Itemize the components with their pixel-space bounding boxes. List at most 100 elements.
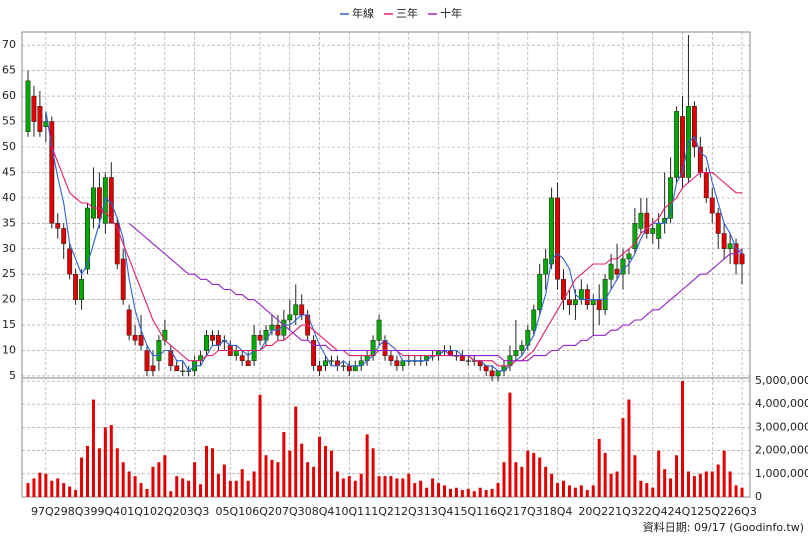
volume-bar: [544, 466, 548, 497]
candle-body: [114, 223, 120, 265]
volume-bar: [193, 462, 197, 497]
volume-bar: [282, 432, 286, 497]
volume-bar: [425, 487, 429, 497]
candle-body: [49, 121, 55, 224]
x-tick-label: 01Q1: [120, 505, 150, 518]
volume-bar: [681, 381, 684, 497]
volume-bar: [68, 486, 72, 497]
volume-bar: [306, 462, 310, 497]
volume-bar: [199, 484, 203, 497]
volume-bar: [288, 450, 292, 497]
y2-tick-label: 2,000,000: [755, 444, 808, 457]
candle-body: [210, 335, 215, 341]
y-tick-label: 5: [9, 369, 16, 382]
volume-bar: [556, 483, 560, 497]
volume-bar: [121, 462, 125, 497]
volume-bar: [526, 450, 530, 497]
candle-body: [465, 360, 471, 362]
volume-bar: [698, 473, 702, 497]
y-tick-label: 40: [2, 191, 16, 204]
volume-bar: [734, 485, 738, 497]
candle-body: [120, 258, 126, 300]
volume-bar: [44, 473, 48, 497]
candle-body: [394, 360, 400, 367]
candle-body: [483, 365, 489, 372]
volume-bar: [341, 478, 345, 497]
volume-bar: [740, 487, 744, 497]
volume-bar: [86, 445, 89, 497]
x-tick-label: 15Q1: [453, 505, 483, 518]
legend-label: 年線: [352, 6, 374, 20]
volume-bar: [413, 483, 417, 497]
candle-body: [709, 197, 715, 214]
candle-body: [739, 253, 745, 265]
volume-bar: [240, 469, 244, 497]
x-tick-label: 08Q4: [305, 505, 335, 518]
y-tick-label: 25: [2, 267, 16, 280]
volume-bar: [532, 452, 536, 497]
volume-bar: [133, 476, 137, 497]
x-tick-label: 10Q1: [334, 505, 364, 518]
volume-bar: [145, 488, 149, 497]
candle-body: [204, 335, 209, 351]
volume-bar: [437, 483, 441, 497]
volume-bar: [222, 464, 226, 497]
candle-body: [644, 212, 650, 234]
volume-bar: [675, 455, 679, 497]
candle-body: [299, 304, 305, 316]
y2-tick-label: 5,000,000: [755, 374, 808, 387]
volume-bar: [270, 459, 274, 497]
ma-line: [45, 111, 743, 372]
candle-body: [96, 187, 102, 219]
volume-bar: [704, 471, 708, 497]
volume-bar: [508, 392, 512, 497]
candle-body: [174, 365, 180, 372]
volume-bar: [80, 457, 84, 497]
volume-bar: [365, 434, 369, 497]
candle-body: [293, 304, 299, 316]
x-tick-label: 99Q4: [91, 505, 121, 518]
volume-bar: [443, 485, 446, 497]
volume-bar: [347, 476, 351, 497]
candle-body: [543, 258, 549, 275]
volume-bar: [401, 478, 405, 497]
candle-body: [311, 340, 317, 367]
volume-bar: [318, 436, 322, 497]
y-tick-label: 30: [2, 242, 16, 255]
candle-body: [691, 106, 697, 148]
volume-bar: [234, 480, 238, 497]
volume-bar: [579, 485, 583, 497]
volume-bar: [258, 394, 262, 497]
volume-bar: [573, 487, 577, 497]
volume-bar: [38, 472, 42, 497]
candle-body: [400, 360, 406, 367]
candle-body: [287, 314, 293, 321]
candle-body: [376, 319, 382, 341]
volume-bar: [329, 450, 333, 497]
candle-body: [614, 268, 620, 275]
volume-bar: [645, 483, 649, 497]
candle-body: [513, 350, 519, 356]
volume-bar: [187, 480, 191, 497]
volume-bar: [103, 427, 107, 497]
candle-body: [608, 263, 614, 280]
volume-bar: [353, 480, 357, 497]
volume-bar: [550, 473, 554, 497]
volume-bar: [728, 471, 732, 497]
candle-body: [602, 279, 608, 311]
x-tick-label: 20Q2: [578, 505, 608, 518]
x-tick-label: 21Q3: [608, 505, 638, 518]
volume-bar: [603, 452, 607, 497]
candle-body: [680, 116, 685, 178]
x-tick-label: 03Q3: [180, 505, 210, 518]
volume-bar: [371, 448, 375, 497]
candle-body: [31, 95, 37, 122]
candle-body: [61, 228, 67, 244]
y-tick-label: 65: [2, 64, 16, 77]
y-tick-label: 55: [2, 115, 16, 128]
volume-bar: [514, 462, 518, 497]
candle-body: [150, 365, 156, 372]
x-tick-label: 98Q3: [61, 505, 91, 518]
footnote: 資料日期: 09/17 (Goodinfo.tw): [643, 520, 804, 534]
volume-bar: [216, 473, 220, 497]
